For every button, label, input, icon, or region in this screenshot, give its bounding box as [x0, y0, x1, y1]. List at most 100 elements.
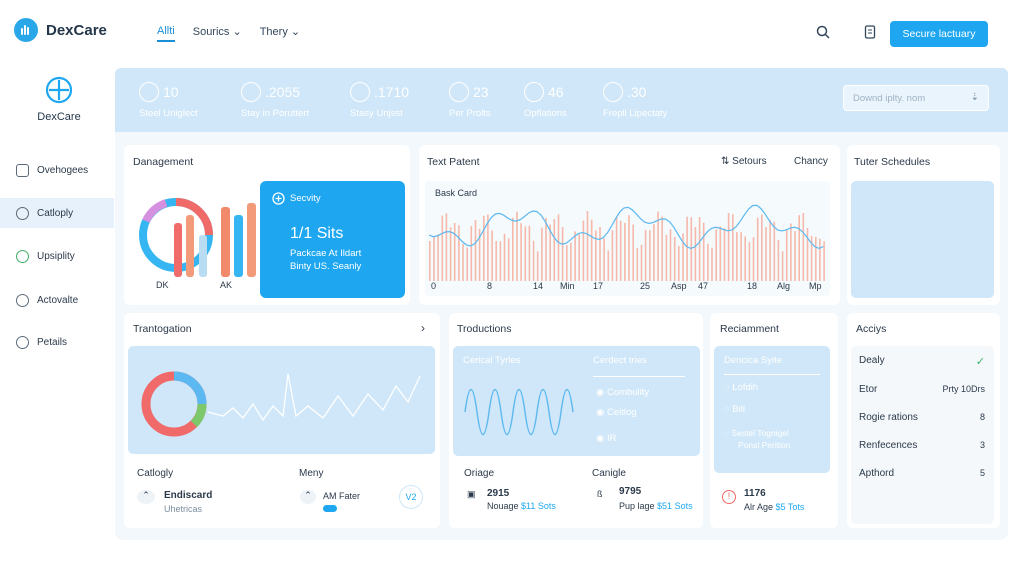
chart-bar	[458, 225, 460, 281]
pen-icon	[350, 82, 370, 102]
chart-bar	[495, 241, 497, 281]
toggle-switch[interactable]	[323, 505, 337, 512]
chart-bar	[437, 234, 439, 281]
sidebar-logo[interactable]: DexCare	[34, 76, 84, 123]
item1-name[interactable]: Endiscard	[164, 490, 213, 501]
tuter-schedules-card: Tuter Schedules	[847, 145, 1000, 305]
chart-bar	[785, 229, 788, 281]
table-row[interactable]: Etor Prty 10Drs	[859, 384, 985, 395]
security-card[interactable]: Secvity 1/1 Sits Packcae At Ildart Binty…	[260, 181, 405, 298]
stat-value: 10	[163, 84, 179, 100]
chart-bar	[711, 247, 713, 281]
trantogation-card: Trantogation › Catlogly Meny ⌃ Endiscard…	[124, 313, 440, 528]
item2-name: AM Fater	[323, 491, 361, 501]
row-value: Prty 10Drs	[942, 384, 985, 394]
download-icon[interactable]: ⇣	[970, 92, 979, 103]
table-row[interactable]: Renfecences 3	[859, 440, 985, 451]
setours-filter[interactable]: ⇅ Setours	[721, 156, 767, 167]
sort-icon: ⇅	[721, 156, 730, 167]
security-line-1: Packcae At Ildart	[290, 248, 362, 259]
chart-bar	[615, 216, 618, 281]
sidebar-item-petails[interactable]: Petails	[0, 327, 114, 357]
stat2-label: Pup lage	[619, 501, 655, 511]
chart-bar	[678, 246, 680, 281]
check-circle-icon	[16, 249, 29, 263]
app-logo[interactable]: DexCare	[14, 18, 107, 42]
globe-icon	[241, 82, 261, 102]
list-item[interactable]: ◌ Bill	[724, 404, 745, 415]
download-input[interactable]: Downd iplty. nom ⇣	[843, 85, 989, 111]
table-row[interactable]: Apthord 5	[859, 468, 985, 479]
stat1-value: 2915	[487, 488, 510, 499]
list-item[interactable]: ◌ Sestel Tognigel	[724, 428, 789, 438]
chart-bar	[632, 224, 634, 281]
nav-allti[interactable]: Allti	[157, 25, 175, 42]
top-bar: DexCare Allti Sourics ⌄ Thery ⌄ Secure l…	[0, 0, 1024, 64]
chart-bar	[528, 225, 531, 281]
chart-bar	[769, 219, 771, 281]
sidebar-item-label: Actovalte	[37, 294, 79, 306]
chart-bar	[723, 228, 726, 281]
x-tick-label: Mp	[809, 281, 822, 291]
chart-bar	[466, 247, 468, 281]
chart-label-ak: AK	[220, 280, 233, 290]
text-patent-chart	[428, 204, 825, 281]
list-item[interactable]: ◉ Combulity	[596, 387, 650, 398]
stat-value: 1176	[744, 488, 766, 499]
chart-bar	[578, 234, 580, 281]
v2-badge[interactable]: V2	[399, 485, 423, 509]
card-title: Text Patent	[427, 156, 480, 168]
stat-label: Alr Age	[744, 502, 774, 512]
nav-sourics[interactable]: Sourics ⌄	[193, 25, 242, 42]
history-icon	[16, 335, 29, 349]
stat1-blue: $11 Sots	[521, 501, 556, 511]
chart-bar	[541, 227, 543, 281]
chart-trend-line	[428, 204, 824, 250]
list-item[interactable]: ◌ Lofdih	[724, 382, 759, 393]
chart-bar	[607, 250, 610, 281]
chart-bar	[640, 244, 643, 281]
row-label: Dealy	[859, 355, 885, 366]
table-row[interactable]: Rogie rations 8	[859, 412, 985, 423]
chart-bar	[624, 222, 626, 281]
nav-thery[interactable]: Thery ⌄	[260, 25, 300, 42]
sidebar-item-actovalte[interactable]: Actovalte	[0, 285, 114, 315]
chancy-filter[interactable]: Chancy	[794, 156, 828, 167]
panel-right-title: Cerdect tries	[593, 355, 647, 366]
document-icon[interactable]	[864, 25, 876, 42]
chart-bar	[532, 240, 535, 281]
chart-header: Bask Card	[435, 188, 478, 198]
chart-bar	[661, 216, 663, 281]
chart-bar	[449, 227, 452, 281]
chart-bar	[574, 231, 576, 281]
sidebar-item-label: Petails	[37, 336, 68, 348]
reciamment-panel: Dencica Syite ◌ Lofdih ◌ Bill ◌ Sestel T…	[714, 346, 830, 473]
table-row[interactable]: Dealy ✓	[859, 355, 985, 368]
chevron-right-icon[interactable]: ›	[421, 321, 425, 335]
chart-bar	[561, 227, 564, 281]
chart-bar	[653, 224, 655, 281]
item1-sub: Uhetricas	[164, 504, 203, 514]
schedule-panel[interactable]	[851, 181, 994, 298]
list-item[interactable]: ◉ IR	[596, 433, 617, 444]
sidebar-item-ovehogees[interactable]: Ovehogees	[0, 155, 114, 185]
chart-bar	[686, 216, 688, 281]
dexcare-cross-icon	[45, 76, 73, 104]
security-label: Secvity	[290, 193, 321, 204]
chart-bar	[794, 231, 796, 281]
search-icon[interactable]	[816, 25, 830, 42]
chart-bar	[777, 240, 780, 281]
acciys-card: Acciys Dealy ✓ Etor Prty 10Drs Rogie rat…	[847, 313, 1000, 528]
chart-bar	[619, 220, 622, 281]
stat-label: Stasy Unjsst	[350, 108, 403, 119]
sidebar-item-catloply[interactable]: Catloply	[0, 198, 114, 228]
chart-bar	[586, 211, 589, 281]
chart-bar	[545, 217, 547, 281]
list-item[interactable]: ◉ Ceitlog	[596, 407, 637, 418]
chart-bar	[765, 227, 767, 281]
sidebar-item-upsiplity[interactable]: Upsiplity	[0, 241, 114, 271]
secure-button[interactable]: Secure lactuary	[890, 21, 988, 47]
card-title: Danagement	[133, 156, 194, 168]
x-tick-label: 25	[640, 281, 651, 291]
trantogation-chart	[141, 371, 421, 437]
